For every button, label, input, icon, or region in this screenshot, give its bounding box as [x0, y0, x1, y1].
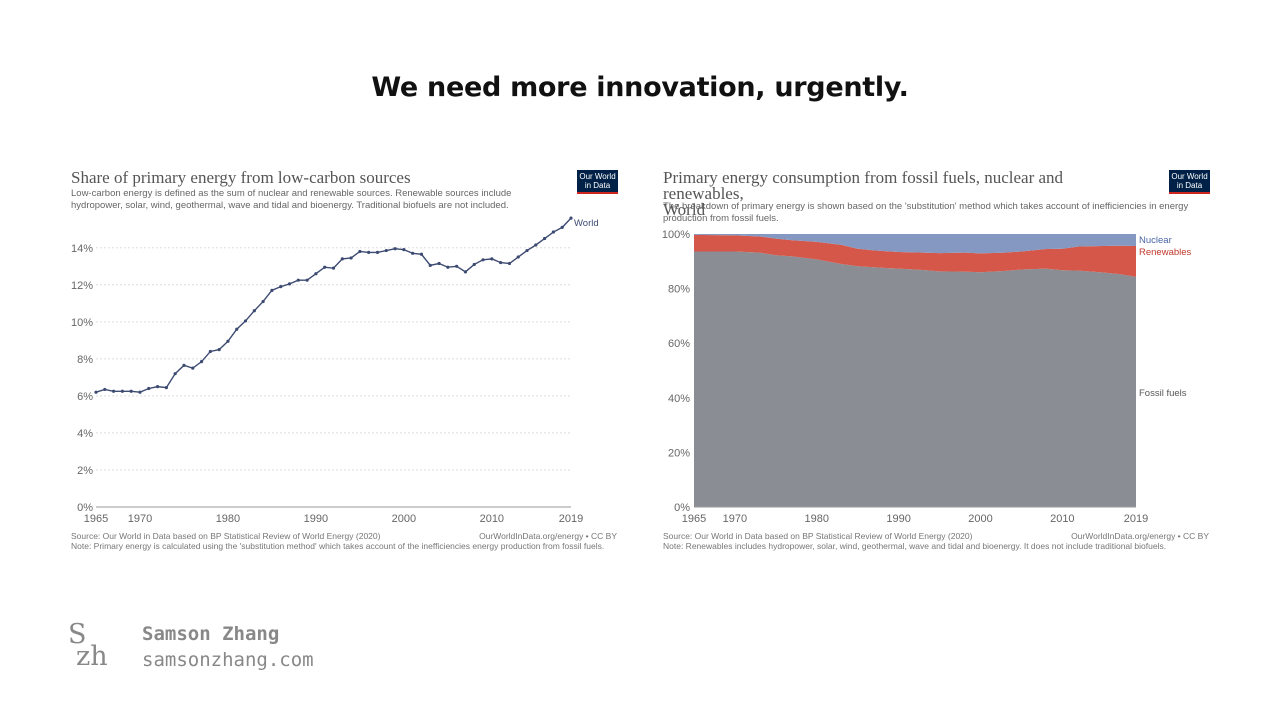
left-source-text: Source: Our World in Data based on BP St… — [71, 531, 381, 541]
right-title-line-2: World — [663, 200, 706, 219]
right-owid-logo[interactable]: Our World in Data — [1169, 170, 1210, 194]
right-source-text: Source: Our World in Data based on BP St… — [663, 531, 973, 541]
left-chart-subtitle: Low-carbon energy is defined as the sum … — [71, 188, 511, 211]
author-logo-line-1: S — [68, 619, 87, 650]
right-chart-title: Primary energy consumption from fossil f… — [663, 168, 1133, 219]
left-owid-logo[interactable]: Our World in Data — [577, 170, 618, 194]
right-note-text: Note: Renewables includes hydropower, so… — [663, 541, 1167, 551]
author-logo-line-2: zh — [76, 641, 108, 672]
left-subtitle-line-2: hydropower, solar, wind, geothermal, wav… — [71, 199, 509, 211]
left-source: Source: Our World in Data based on BP St… — [71, 531, 604, 551]
right-chart-panel: Primary energy consumption from fossil f… — [663, 168, 1211, 560]
author-site-link[interactable]: samsonzhang.com — [142, 649, 314, 671]
left-chart-title: Share of primary energy from low-carbon … — [71, 168, 411, 187]
right-subtitle-line-2: production from fossil fuels. — [663, 212, 779, 224]
right-source: Source: Our World in Data based on BP St… — [663, 531, 1166, 551]
right-title-line-1: Primary energy consumption from fossil f… — [663, 168, 1064, 203]
author-logo: S zh — [68, 619, 120, 672]
right-subtitle-line-1: The breakdown of primary energy is shown… — [663, 201, 1189, 212]
right-credit[interactable]: OurWorldInData.org/energy • CC BY — [1071, 531, 1209, 541]
slide-title: We need more innovation, urgently. — [371, 72, 909, 103]
left-credit[interactable]: OurWorldInData.org/energy • CC BY — [479, 531, 617, 541]
left-note-text: Note: Primary energy is calculated using… — [71, 541, 605, 551]
left-chart-panel: Share of primary energy from low-carbon … — [71, 168, 619, 560]
left-logo-line-1: Our World — [579, 172, 616, 181]
right-logo-line-2: in Data — [1176, 181, 1203, 190]
left-logo-line-2: in Data — [584, 181, 611, 190]
left-subtitle-line-1: Low-carbon energy is defined as the sum … — [71, 188, 512, 199]
author-name: Samson Zhang — [142, 623, 280, 645]
right-logo-line-1: Our World — [1171, 172, 1208, 181]
right-chart-subtitle: The breakdown of primary energy is shown… — [663, 201, 1188, 224]
